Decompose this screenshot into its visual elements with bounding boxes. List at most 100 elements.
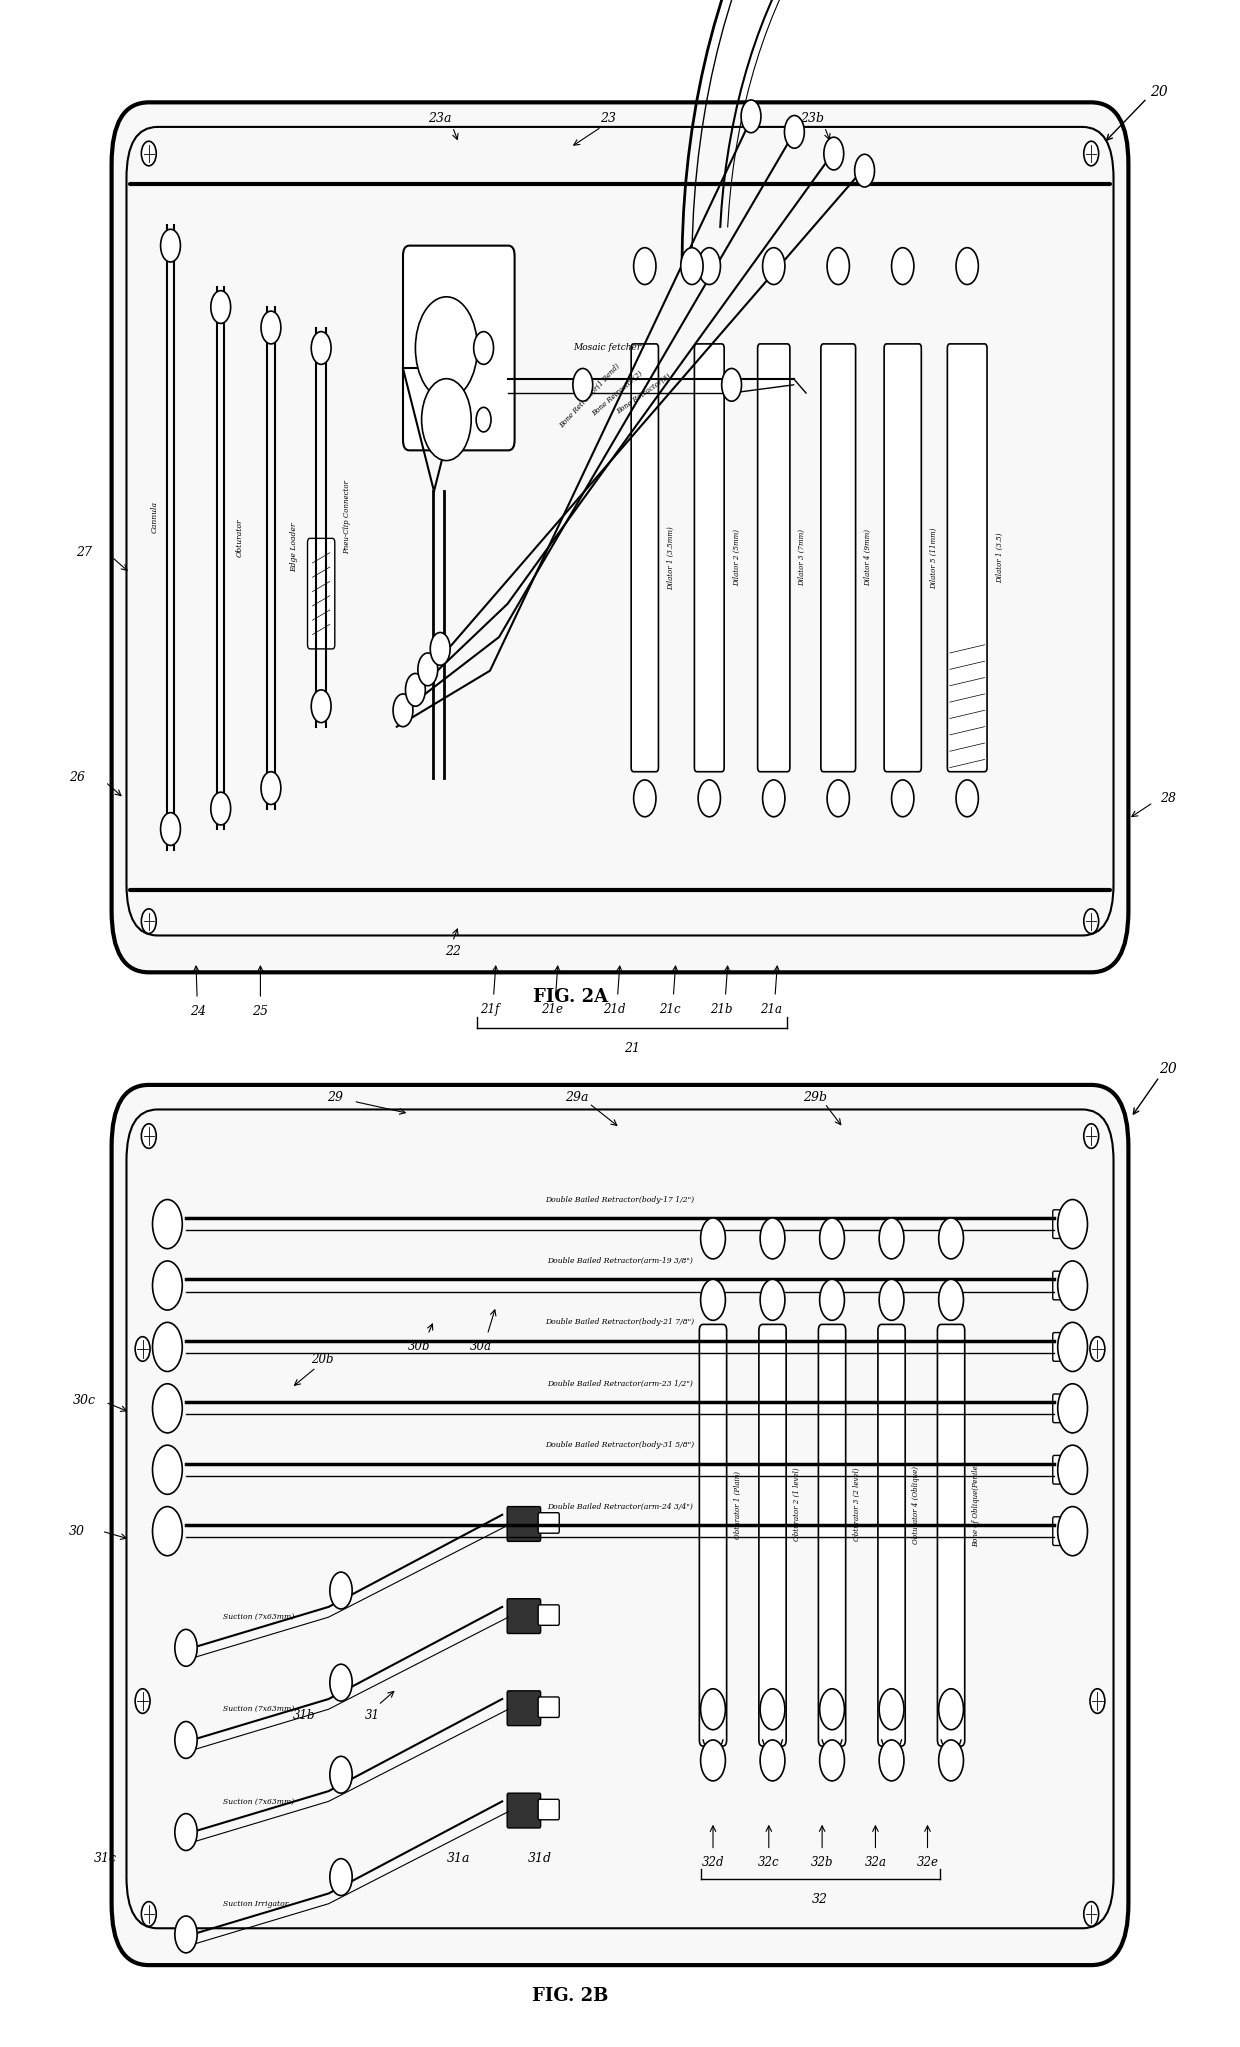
Circle shape xyxy=(175,1629,197,1666)
FancyBboxPatch shape xyxy=(538,1513,559,1533)
Text: 25: 25 xyxy=(253,1005,268,1017)
Circle shape xyxy=(330,1859,352,1896)
FancyBboxPatch shape xyxy=(507,1507,541,1541)
Text: 31d: 31d xyxy=(527,1853,552,1865)
Text: Obturator 4 (Oblique): Obturator 4 (Oblique) xyxy=(913,1466,920,1543)
Circle shape xyxy=(956,780,978,817)
Text: 23: 23 xyxy=(600,113,615,125)
FancyBboxPatch shape xyxy=(878,1324,905,1746)
Circle shape xyxy=(330,1572,352,1609)
Text: Bone Retractor(2): Bone Retractor(2) xyxy=(590,368,645,418)
Circle shape xyxy=(153,1322,182,1371)
Text: Double Bailed Retractor(arm-23 1/2"): Double Bailed Retractor(arm-23 1/2") xyxy=(547,1380,693,1388)
Circle shape xyxy=(418,653,438,686)
Text: 24: 24 xyxy=(191,1005,206,1017)
Circle shape xyxy=(415,297,477,399)
Circle shape xyxy=(1058,1261,1087,1310)
Text: 30: 30 xyxy=(69,1525,84,1537)
Circle shape xyxy=(939,1279,963,1320)
Circle shape xyxy=(820,1689,844,1730)
Circle shape xyxy=(681,248,703,285)
Circle shape xyxy=(701,1218,725,1259)
Text: Suction (7x63mm): Suction (7x63mm) xyxy=(223,1613,294,1621)
Text: 21: 21 xyxy=(625,1042,640,1054)
Text: Edge Loader: Edge Loader xyxy=(290,522,298,573)
Circle shape xyxy=(153,1384,182,1433)
Circle shape xyxy=(1058,1445,1087,1494)
Circle shape xyxy=(760,1740,785,1781)
Text: Suction Irrigator: Suction Irrigator xyxy=(223,1900,289,1908)
Text: 32: 32 xyxy=(812,1893,827,1906)
FancyBboxPatch shape xyxy=(818,1324,846,1746)
Circle shape xyxy=(141,1124,156,1148)
Circle shape xyxy=(211,291,231,323)
Circle shape xyxy=(820,1740,844,1781)
Circle shape xyxy=(1090,1689,1105,1713)
Text: 21f: 21f xyxy=(480,1003,500,1015)
Text: Bone Retractor(3): Bone Retractor(3) xyxy=(615,373,672,416)
Circle shape xyxy=(827,780,849,817)
Text: Dilator 2 (5mm): Dilator 2 (5mm) xyxy=(733,530,740,585)
Circle shape xyxy=(879,1279,904,1320)
Text: Dilator 3 (7mm): Dilator 3 (7mm) xyxy=(799,530,806,585)
Text: FIG. 2B: FIG. 2B xyxy=(532,1988,609,2004)
Circle shape xyxy=(879,1740,904,1781)
Circle shape xyxy=(785,115,805,147)
Text: Suction (7x63mm): Suction (7x63mm) xyxy=(223,1797,294,1805)
FancyBboxPatch shape xyxy=(112,102,1128,972)
Circle shape xyxy=(135,1337,150,1361)
Text: 29: 29 xyxy=(327,1091,342,1103)
FancyBboxPatch shape xyxy=(1053,1210,1070,1238)
Text: 30c: 30c xyxy=(73,1394,95,1406)
FancyBboxPatch shape xyxy=(884,344,921,772)
Circle shape xyxy=(763,780,785,817)
Circle shape xyxy=(474,332,494,364)
Circle shape xyxy=(763,248,785,285)
Circle shape xyxy=(311,332,331,364)
Text: 32c: 32c xyxy=(758,1857,780,1869)
Text: Dilator 1 (3.5mm): Dilator 1 (3.5mm) xyxy=(667,526,675,590)
Text: 29a: 29a xyxy=(565,1091,588,1103)
Circle shape xyxy=(211,792,231,825)
Circle shape xyxy=(879,1218,904,1259)
Circle shape xyxy=(1084,909,1099,933)
Text: 21a: 21a xyxy=(760,1003,782,1015)
Circle shape xyxy=(141,1902,156,1926)
FancyBboxPatch shape xyxy=(937,1324,965,1746)
Circle shape xyxy=(330,1664,352,1701)
Circle shape xyxy=(892,248,914,285)
Text: Dilator 5 (11mm): Dilator 5 (11mm) xyxy=(930,526,937,590)
FancyBboxPatch shape xyxy=(821,344,856,772)
Text: 20: 20 xyxy=(1151,86,1168,98)
Circle shape xyxy=(175,1916,197,1953)
Circle shape xyxy=(430,633,450,665)
Text: Obturator: Obturator xyxy=(236,518,243,557)
FancyBboxPatch shape xyxy=(1053,1517,1070,1545)
FancyBboxPatch shape xyxy=(631,344,658,772)
Circle shape xyxy=(260,311,280,344)
FancyBboxPatch shape xyxy=(507,1793,541,1828)
Circle shape xyxy=(153,1261,182,1310)
Text: Double Bailed Retractor(body-21 7/8"): Double Bailed Retractor(body-21 7/8") xyxy=(546,1318,694,1326)
Circle shape xyxy=(161,229,181,262)
Circle shape xyxy=(820,1218,844,1259)
Circle shape xyxy=(422,379,471,461)
Text: Pneu-Clip Connector: Pneu-Clip Connector xyxy=(343,479,351,555)
FancyBboxPatch shape xyxy=(1053,1394,1070,1423)
Circle shape xyxy=(698,248,720,285)
Text: 29b: 29b xyxy=(802,1091,827,1103)
Circle shape xyxy=(701,1279,725,1320)
FancyBboxPatch shape xyxy=(758,344,790,772)
Text: Double Bailed Retractor(body-17 1/2"): Double Bailed Retractor(body-17 1/2") xyxy=(546,1195,694,1204)
Circle shape xyxy=(153,1200,182,1249)
Circle shape xyxy=(1084,141,1099,166)
Circle shape xyxy=(760,1279,785,1320)
Text: 32e: 32e xyxy=(916,1857,939,1869)
Text: 21b: 21b xyxy=(711,1003,733,1015)
Text: 23b: 23b xyxy=(800,113,825,125)
Text: 21c: 21c xyxy=(658,1003,681,1015)
Text: Obturator 2 (1 level): Obturator 2 (1 level) xyxy=(794,1468,801,1541)
Circle shape xyxy=(135,1689,150,1713)
Text: FIG. 2A: FIG. 2A xyxy=(533,989,608,1005)
Circle shape xyxy=(260,772,280,804)
